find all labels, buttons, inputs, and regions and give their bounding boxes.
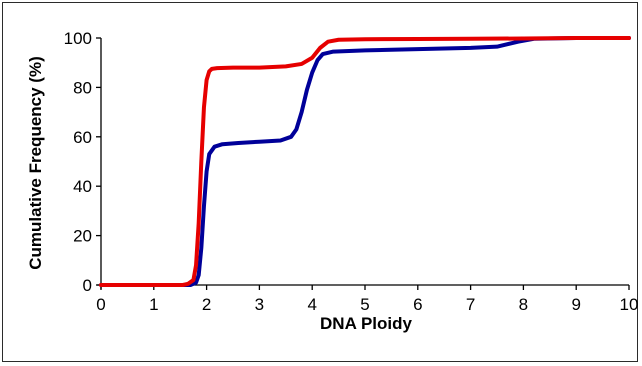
x-tick-label: 6 (413, 295, 422, 314)
x-tick-label: 2 (202, 295, 211, 314)
chart-frame: 0 20 40 60 80 100 0 1 2 3 4 5 6 7 8 9 10 Cumulative Freq… (2, 2, 638, 362)
cumulative-frequency-chart: 0 20 40 60 80 100 0 1 2 3 4 5 6 7 8 9 10 Cumulative Freq… (26, 29, 639, 333)
series-layer (99, 36, 631, 287)
axes (96, 37, 630, 290)
y-tick-label: 20 (73, 227, 92, 246)
x-tick-label: 3 (255, 295, 264, 314)
y-tick-label: 100 (64, 29, 92, 48)
series-line (99, 36, 631, 287)
x-tick-label: 10 (620, 295, 639, 314)
y-tick-label: 0 (83, 276, 92, 295)
y-tick-label: 60 (73, 128, 92, 147)
x-tick-label: 0 (96, 295, 105, 314)
x-tick-label: 9 (571, 295, 580, 314)
series-line (99, 36, 631, 287)
x-tick-label: 8 (519, 295, 528, 314)
x-tick-label: 1 (149, 295, 158, 314)
y-tick-label: 40 (73, 177, 92, 196)
x-tick-label: 5 (360, 295, 369, 314)
y-axis-title: Cumulative Frequency (%) (26, 56, 45, 270)
x-tick-label: 4 (307, 295, 316, 314)
x-axis-title: DNA Ploidy (320, 314, 412, 333)
y-tick-label: 80 (73, 78, 92, 97)
x-tick-label: 7 (466, 295, 475, 314)
tick-labels: 0 20 40 60 80 100 0 1 2 3 4 5 6 7 8 9 10 (64, 29, 639, 314)
